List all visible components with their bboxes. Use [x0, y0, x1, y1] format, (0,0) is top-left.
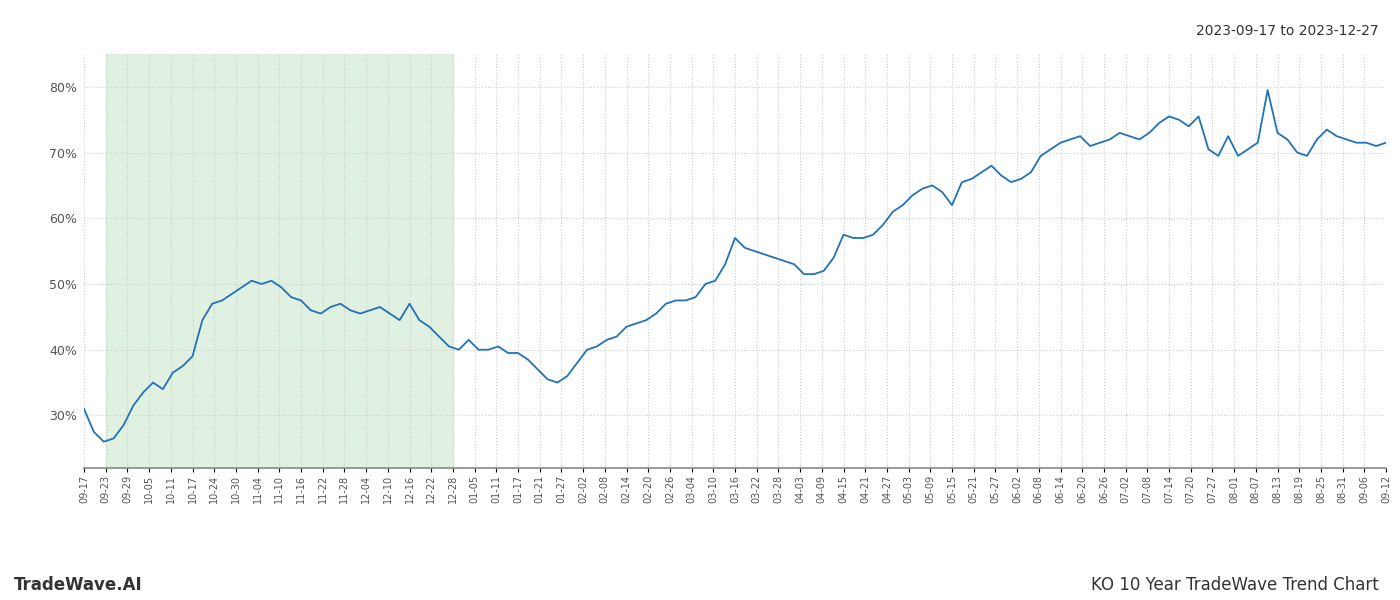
- Text: 2023-09-17 to 2023-12-27: 2023-09-17 to 2023-12-27: [1197, 24, 1379, 38]
- Bar: [106, 54, 454, 468]
- Text: KO 10 Year TradeWave Trend Chart: KO 10 Year TradeWave Trend Chart: [1091, 576, 1379, 594]
- Text: TradeWave.AI: TradeWave.AI: [14, 576, 143, 594]
